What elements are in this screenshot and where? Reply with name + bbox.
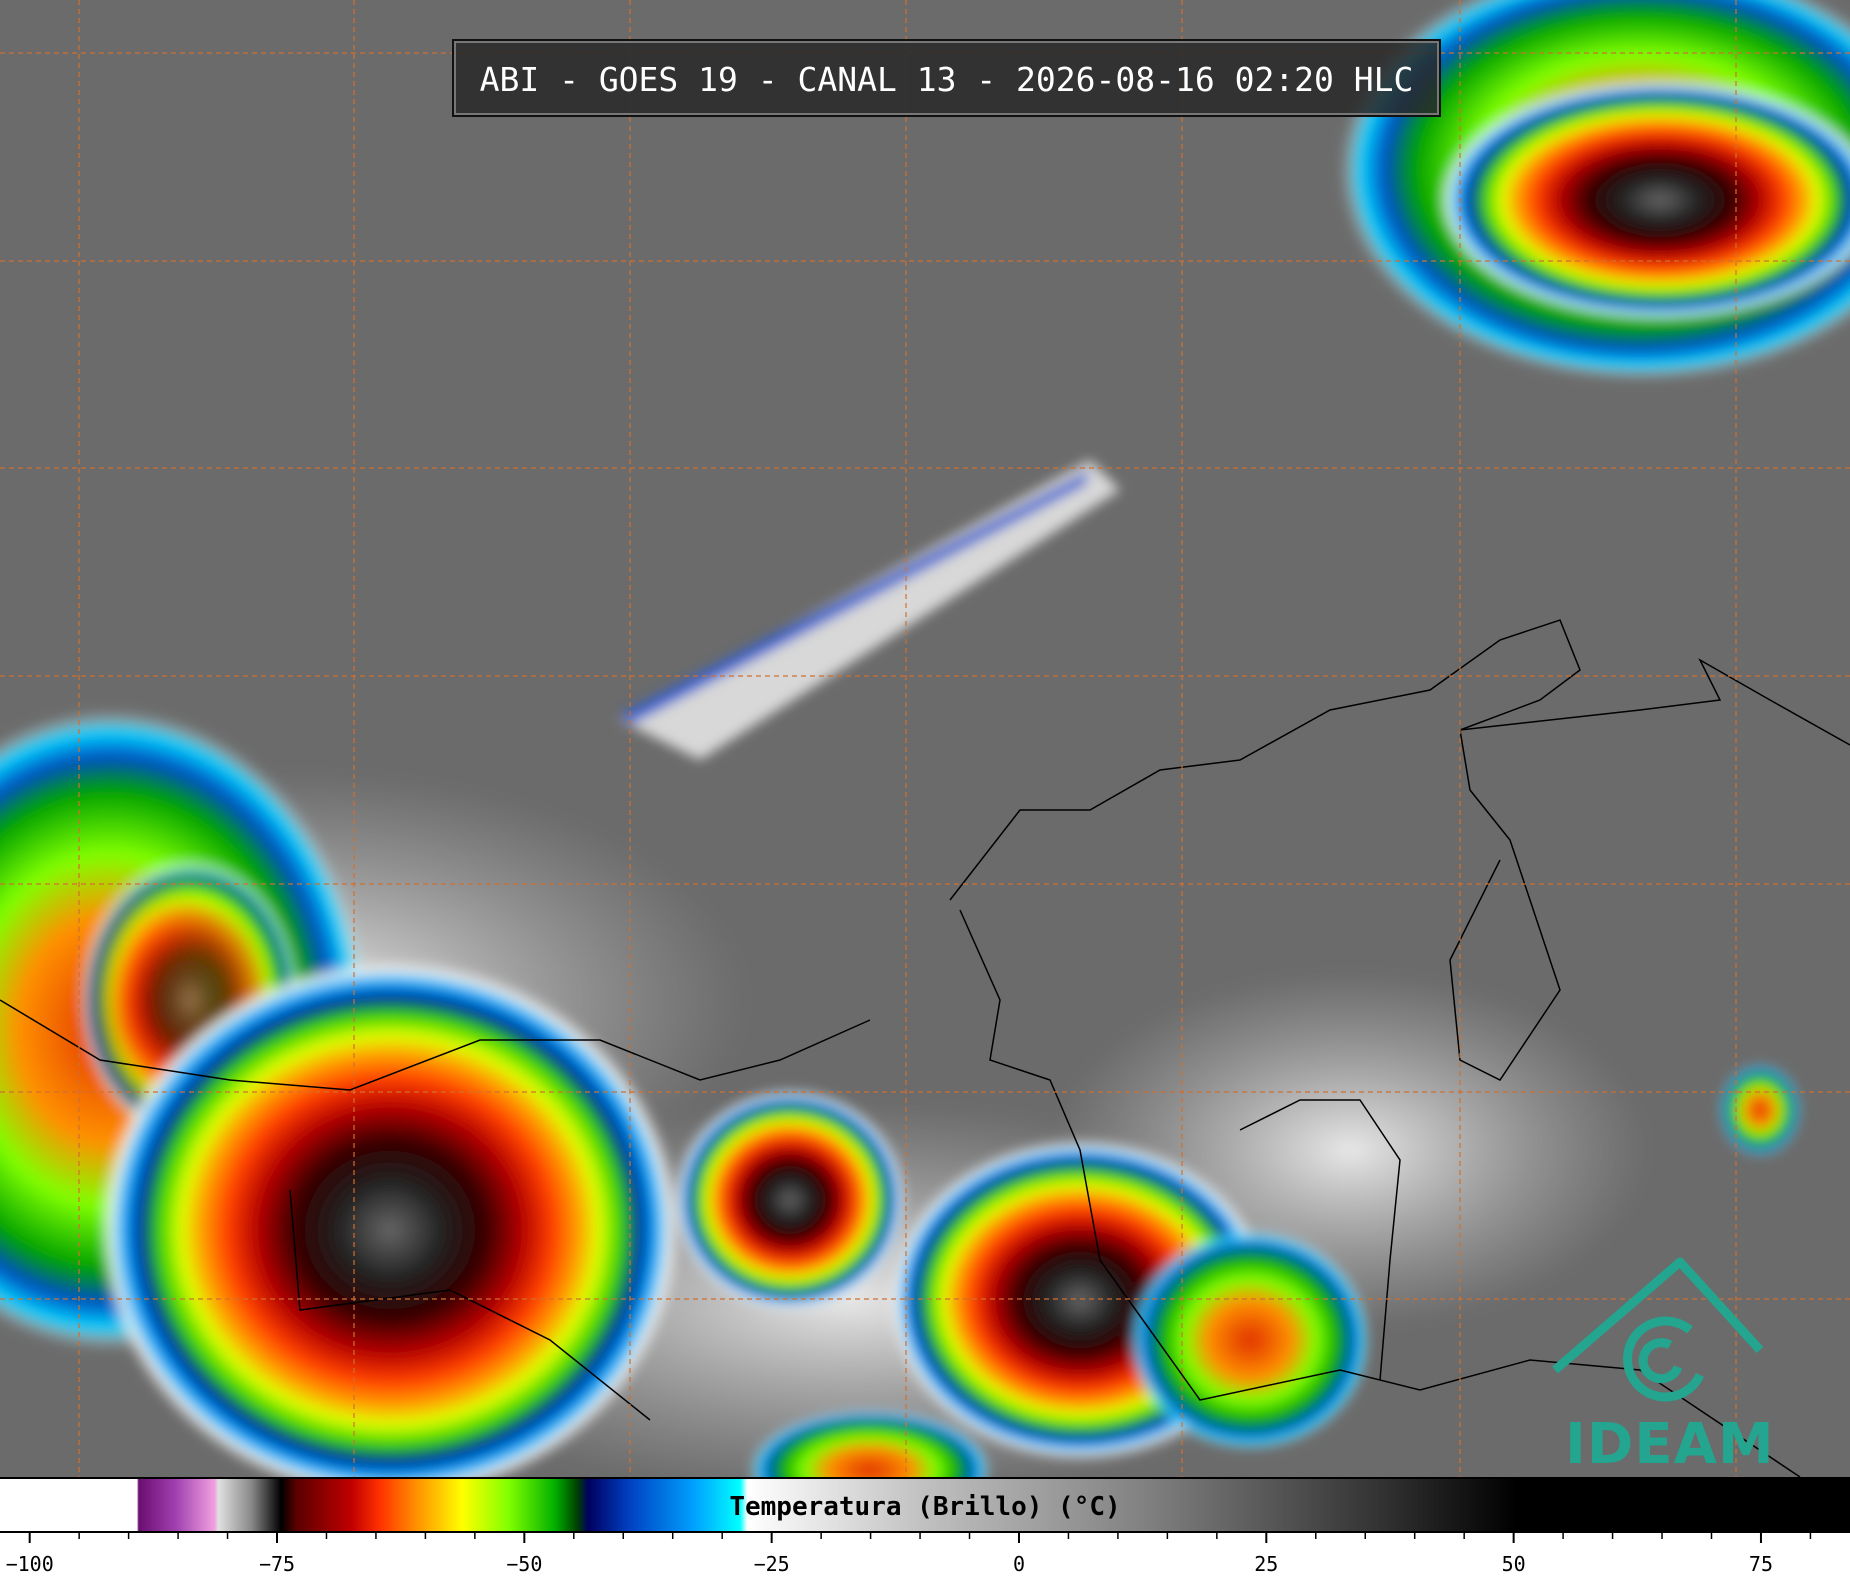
tick-label: 75 [1749,1552,1773,1576]
logo-text: IDEAM [1565,1412,1775,1477]
tick-label: −50 [506,1552,542,1576]
tick-label: 25 [1254,1552,1278,1576]
tick-label: 50 [1502,1552,1526,1576]
tick-label: −25 [754,1552,790,1576]
logo-mark [1552,1257,1764,1402]
colorbar [0,1477,1850,1533]
satellite-image [0,0,1850,1477]
image-title: ABI - GOES 19 - CANAL 13 - 2026-08-16 02… [452,39,1441,117]
colorbar-axis: −100 −75 −50 −25 0 25 50 75 [6,1533,1812,1576]
tick-label: 0 [1013,1552,1025,1576]
tick-label: −100 [6,1552,54,1576]
colorbar-label: Temperatura (Brillo) (°C) [729,1492,1121,1522]
tick-label: −75 [259,1552,295,1576]
